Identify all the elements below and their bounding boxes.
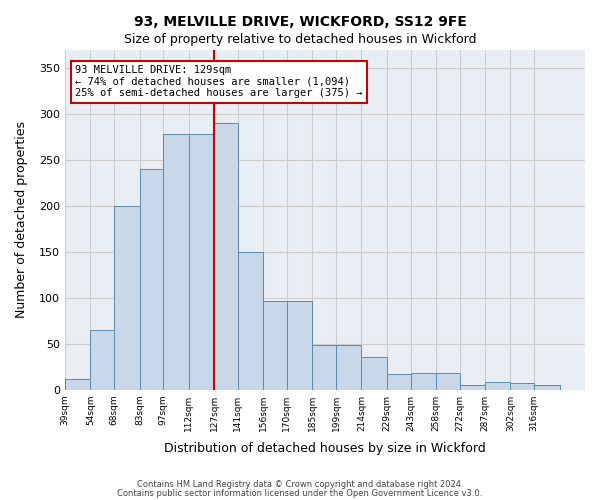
Bar <box>91 330 114 390</box>
Text: 93 MELVILLE DRIVE: 129sqm
← 74% of detached houses are smaller (1,094)
25% of se: 93 MELVILLE DRIVE: 129sqm ← 74% of detac… <box>76 66 363 98</box>
Text: 93, MELVILLE DRIVE, WICKFORD, SS12 9FE: 93, MELVILLE DRIVE, WICKFORD, SS12 9FE <box>134 15 466 29</box>
Bar <box>436 373 460 390</box>
Bar <box>410 373 436 390</box>
Text: Contains HM Land Registry data © Crown copyright and database right 2024.: Contains HM Land Registry data © Crown c… <box>137 480 463 489</box>
Bar <box>387 374 410 390</box>
Bar <box>534 385 560 390</box>
Bar <box>485 382 511 390</box>
Bar <box>238 252 263 390</box>
Bar <box>65 378 91 390</box>
Bar <box>361 356 387 390</box>
Bar <box>336 344 361 390</box>
Bar <box>140 170 163 390</box>
Bar <box>460 385 485 390</box>
Bar <box>114 206 140 390</box>
Bar <box>214 124 238 390</box>
Bar <box>163 134 189 390</box>
Y-axis label: Number of detached properties: Number of detached properties <box>15 122 28 318</box>
Bar <box>313 344 336 390</box>
Text: Contains public sector information licensed under the Open Government Licence v3: Contains public sector information licen… <box>118 488 482 498</box>
Bar <box>287 300 313 390</box>
Text: Size of property relative to detached houses in Wickford: Size of property relative to detached ho… <box>124 32 476 46</box>
Bar <box>189 134 214 390</box>
Bar <box>263 300 287 390</box>
X-axis label: Distribution of detached houses by size in Wickford: Distribution of detached houses by size … <box>164 442 486 455</box>
Bar <box>511 383 534 390</box>
